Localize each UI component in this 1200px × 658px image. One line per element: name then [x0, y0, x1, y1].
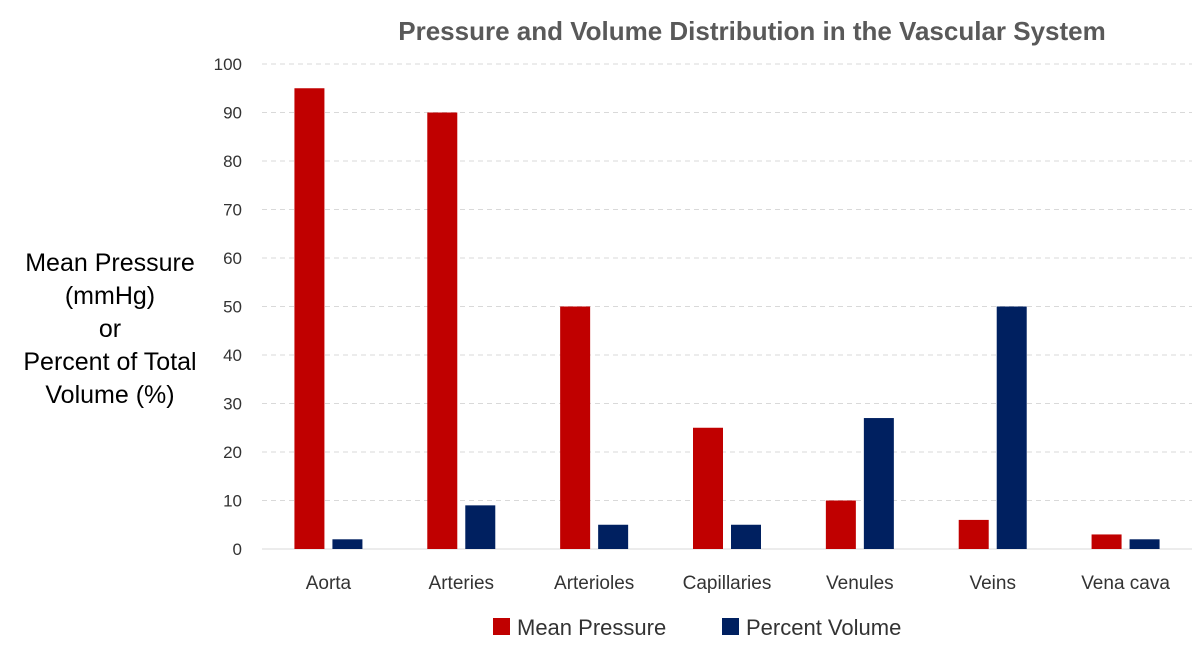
bar-percent-volume [996, 306, 1027, 549]
y-axis-label: Mean Pressure (mmHg) or Percent of Total… [23, 249, 196, 409]
gridlines [262, 63, 1192, 550]
x-category-label: Capillaries [683, 573, 772, 594]
legend: Mean Pressure Percent Volume [493, 615, 901, 640]
bars [294, 88, 1160, 549]
x-category-label: Aorta [306, 573, 352, 594]
y-tick-label: 60 [223, 249, 242, 268]
bar-mean-pressure [958, 519, 989, 549]
bar-mean-pressure [427, 112, 458, 549]
y-axis-label-line: or [99, 315, 121, 343]
y-tick-label: 30 [223, 395, 242, 414]
bar-mean-pressure [693, 427, 723, 549]
legend-swatch [722, 618, 739, 635]
y-axis-label-line: (mmHg) [65, 282, 155, 310]
y-tick-label: 20 [223, 443, 242, 462]
bar-percent-volume [863, 418, 894, 549]
chart-title: Pressure and Volume Distribution in the … [398, 16, 1106, 46]
y-axis-ticks: 0 10 20 30 40 50 60 70 80 90 100 [214, 55, 242, 559]
bar-percent-volume [731, 524, 761, 549]
y-axis-label-line: Mean Pressure [25, 249, 195, 277]
y-tick-label: 0 [233, 540, 242, 559]
bar-mean-pressure [825, 500, 856, 549]
legend-swatch [493, 618, 510, 635]
x-axis-categories: Aorta Arteries Arterioles Capillaries Venule… [306, 573, 1171, 594]
y-tick-label: 10 [223, 492, 242, 511]
x-category-label: Veins [969, 573, 1015, 594]
y-tick-label: 100 [214, 55, 242, 74]
y-tick-label: 50 [223, 298, 242, 317]
y-tick-label: 80 [223, 152, 242, 171]
y-axis-label-line: Volume (%) [45, 381, 174, 409]
y-tick-label: 70 [223, 201, 242, 220]
legend-label: Mean Pressure [517, 615, 666, 640]
bar-mean-pressure [560, 306, 591, 549]
bar-percent-volume [332, 539, 363, 549]
bar-mean-pressure [1091, 534, 1122, 549]
y-axis-label-line: Percent of Total [23, 348, 196, 376]
legend-label: Percent Volume [746, 615, 901, 640]
x-category-label: Arterioles [554, 573, 634, 594]
x-category-label: Arteries [429, 573, 494, 594]
y-tick-label: 40 [223, 346, 242, 365]
bar-mean-pressure [294, 88, 325, 549]
bar-percent-volume [598, 524, 629, 549]
bar-percent-volume [1129, 539, 1160, 549]
x-category-label: Vena cava [1081, 573, 1170, 594]
y-tick-label: 90 [223, 104, 242, 123]
bar-percent-volume [465, 505, 496, 549]
x-category-label: Venules [826, 573, 894, 594]
